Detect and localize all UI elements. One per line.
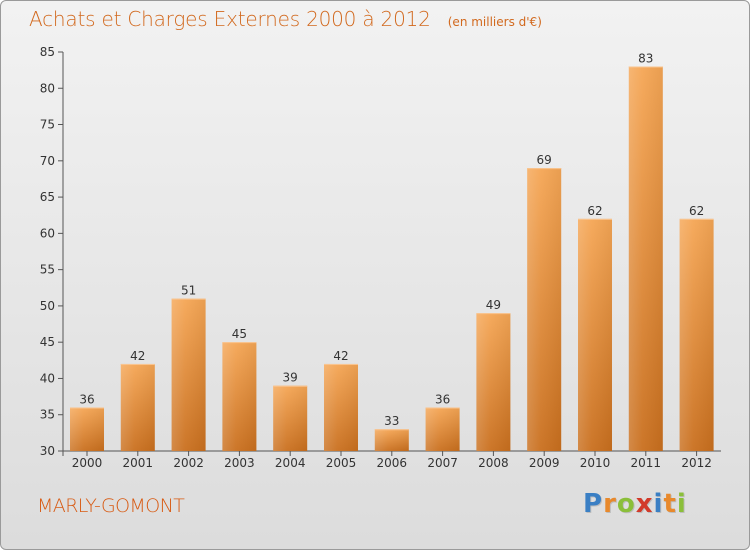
town-name: MARLY-GOMONT <box>37 495 185 517</box>
bar-highlight <box>527 168 562 451</box>
data-label: 45 <box>232 327 247 341</box>
bar-highlight <box>628 66 663 451</box>
y-tick-label: 55 <box>40 263 55 277</box>
data-label: 42 <box>130 349 145 363</box>
data-label: 36 <box>435 392 450 406</box>
logo-letter: i <box>676 489 687 519</box>
x-tick-label: 2007 <box>427 456 458 470</box>
data-label: 62 <box>689 204 704 218</box>
bar-highlight <box>171 298 206 451</box>
data-label: 62 <box>587 204 602 218</box>
data-label: 51 <box>181 284 196 298</box>
bar-highlight <box>273 385 308 451</box>
x-tick-label: 2004 <box>275 456 306 470</box>
data-label: 33 <box>384 414 399 428</box>
logo-letter: o <box>616 489 636 519</box>
bar-highlight <box>679 218 714 451</box>
logo-letter: t <box>663 489 677 519</box>
x-tick-label: 2000 <box>72 456 103 470</box>
data-label: 69 <box>537 153 552 167</box>
y-tick-label: 85 <box>40 45 55 59</box>
bar-highlight <box>70 407 104 451</box>
bar-highlight <box>476 313 511 451</box>
logo-letter: x <box>635 489 654 519</box>
y-tick-label: 50 <box>40 299 55 313</box>
x-tick-label: 2010 <box>580 456 611 470</box>
y-tick-label: 70 <box>40 154 55 168</box>
logo-letter: r <box>603 489 617 519</box>
x-tick-label: 2006 <box>377 456 408 470</box>
x-tick-label: 2002 <box>173 456 204 470</box>
chart-subtitle: (en milliers d'€) <box>447 15 542 29</box>
y-tick-label: 45 <box>40 335 55 349</box>
chart-header: Achats et Charges Externes 2000 à 2012 (… <box>29 7 542 31</box>
x-tick-label: 2001 <box>123 456 154 470</box>
x-tick-label: 2003 <box>224 456 255 470</box>
x-tick-label: 2012 <box>681 456 712 470</box>
data-label: 83 <box>638 52 653 66</box>
data-label: 49 <box>486 298 501 312</box>
y-tick-label: 40 <box>40 371 55 385</box>
y-tick-label: 75 <box>40 118 55 132</box>
y-tick-label: 80 <box>40 81 55 95</box>
bar-highlight <box>374 429 409 451</box>
logo-letter: P <box>583 489 604 519</box>
y-tick-label: 30 <box>40 444 55 458</box>
y-tick-label: 35 <box>40 408 55 422</box>
chart-title: Achats et Charges Externes 2000 à 2012 <box>29 7 431 31</box>
y-tick-label: 65 <box>40 190 55 204</box>
bar-highlight <box>324 363 358 451</box>
data-label: 39 <box>283 371 298 385</box>
bar-highlight <box>578 218 612 451</box>
x-tick-label: 2009 <box>529 456 560 470</box>
bar-highlight <box>222 342 257 451</box>
x-tick-label: 2011 <box>631 456 662 470</box>
y-tick-label: 60 <box>40 226 55 240</box>
logo-letter: i <box>653 489 664 519</box>
data-label: 42 <box>333 349 348 363</box>
x-tick-label: 2005 <box>326 456 357 470</box>
bar-highlight <box>120 363 155 451</box>
x-tick-label: 2008 <box>478 456 509 470</box>
bar-highlight <box>425 407 460 451</box>
data-label: 36 <box>79 392 94 406</box>
